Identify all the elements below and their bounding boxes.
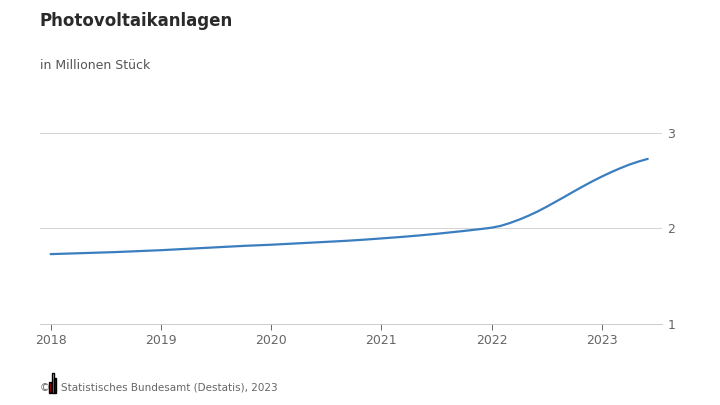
Text: Photovoltaikanlagen: Photovoltaikanlagen bbox=[40, 12, 233, 30]
Text: in Millionen Stück: in Millionen Stück bbox=[40, 59, 150, 72]
Text: Statistisches Bundesamt (Destatis), 2023: Statistisches Bundesamt (Destatis), 2023 bbox=[61, 383, 278, 393]
Text: ©: © bbox=[40, 383, 50, 393]
